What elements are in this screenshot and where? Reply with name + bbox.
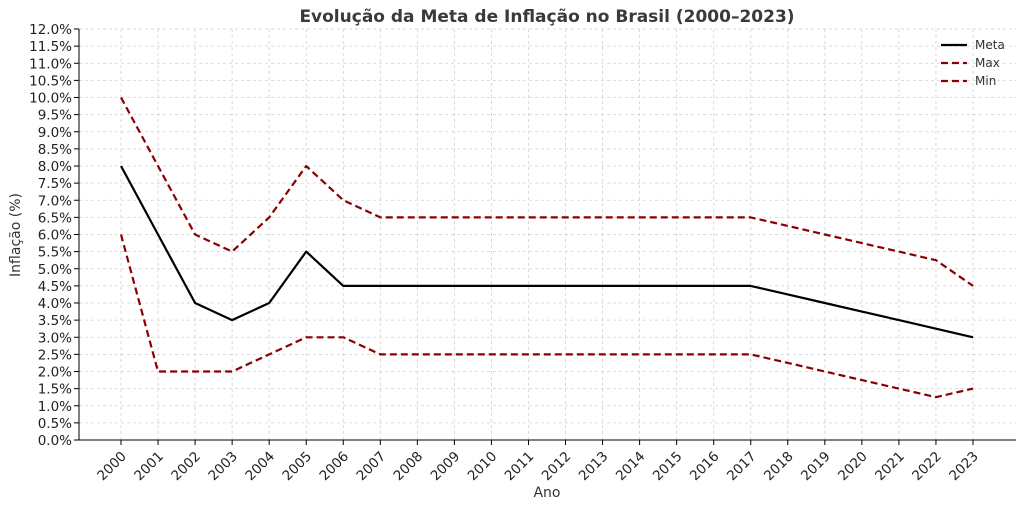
x-tick-label: 2021 bbox=[872, 449, 908, 485]
y-tick-label: 0.0% bbox=[38, 433, 72, 449]
legend-label-meta: Meta bbox=[975, 38, 1005, 52]
x-tick-label: 2001 bbox=[131, 449, 167, 485]
y-tick-label: 3.0% bbox=[38, 330, 72, 346]
y-tick-label: 3.5% bbox=[38, 313, 72, 329]
y-tick-label: 0.5% bbox=[38, 416, 72, 432]
y-tick-label: 6.5% bbox=[38, 210, 72, 226]
x-tick-label: 2017 bbox=[724, 449, 760, 485]
y-tick-label: 1.5% bbox=[38, 382, 72, 398]
x-tick-label: 2016 bbox=[687, 449, 723, 485]
y-tick-label: 2.5% bbox=[38, 347, 72, 363]
y-tick-label: 12.0% bbox=[29, 22, 72, 38]
x-tick-label: 2013 bbox=[576, 449, 612, 485]
x-tick-label: 2012 bbox=[539, 449, 575, 485]
y-tick-label: 10.0% bbox=[29, 91, 72, 107]
legend-label-min: Min bbox=[975, 74, 996, 88]
y-axis-ticks: 0.0%0.5%1.0%1.5%2.0% 2.5%3.0%3.5%4.0%4.5%… bbox=[29, 22, 79, 449]
y-tick-label: 11.5% bbox=[29, 39, 72, 55]
x-tick-label: 2005 bbox=[279, 449, 315, 485]
y-tick-label: 10.5% bbox=[29, 73, 72, 89]
y-tick-label: 7.0% bbox=[38, 193, 72, 209]
y-tick-label: 9.5% bbox=[38, 108, 72, 124]
y-tick-label: 2.0% bbox=[38, 365, 72, 381]
x-tick-label: 2019 bbox=[798, 449, 834, 485]
y-tick-label: 11.0% bbox=[29, 56, 72, 72]
y-tick-label: 5.0% bbox=[38, 262, 72, 278]
y-tick-label: 4.0% bbox=[38, 296, 72, 312]
x-axis-ticks: 2000 2001 2002 2003 2004 2005 2006 2007 2008 2009… bbox=[94, 440, 982, 484]
y-tick-label: 8.5% bbox=[38, 142, 72, 158]
x-tick-label: 2010 bbox=[465, 449, 501, 485]
x-tick-label: 2006 bbox=[316, 449, 352, 485]
legend-label-max: Max bbox=[975, 56, 1000, 70]
y-tick-label: 1.0% bbox=[38, 399, 72, 415]
series-line-meta bbox=[120, 165, 974, 339]
x-tick-label: 2022 bbox=[909, 449, 945, 485]
x-tick-label: 2008 bbox=[391, 449, 427, 485]
series-lines bbox=[119, 96, 974, 399]
x-tick-label: 2023 bbox=[946, 449, 982, 485]
y-tick-label: 4.5% bbox=[38, 279, 72, 295]
y-axis-label: Inflação (%) bbox=[8, 193, 24, 277]
chart-title: Evolução da Meta de Inflação no Brasil (… bbox=[299, 7, 794, 27]
y-tick-label: 7.5% bbox=[38, 176, 72, 192]
x-axis-label: Ano bbox=[533, 485, 560, 501]
x-tick-label: 2020 bbox=[835, 449, 871, 485]
x-tick-label: 2014 bbox=[613, 449, 649, 485]
x-tick-label: 2009 bbox=[428, 449, 464, 485]
x-tick-label: 2018 bbox=[761, 449, 797, 485]
series-line-min bbox=[119, 234, 974, 399]
x-tick-label: 2015 bbox=[650, 449, 686, 485]
legend: Meta Max Min bbox=[941, 38, 1005, 88]
y-tick-label: 9.0% bbox=[38, 125, 72, 141]
y-tick-label: 6.0% bbox=[38, 228, 72, 244]
series-line-max bbox=[120, 96, 974, 287]
x-tick-label: 2004 bbox=[242, 449, 278, 485]
x-tick-label: 2002 bbox=[168, 449, 204, 485]
grid bbox=[79, 28, 1016, 441]
x-tick-label: 2007 bbox=[354, 449, 390, 485]
y-tick-label: 5.5% bbox=[38, 245, 72, 261]
y-tick-label: 8.0% bbox=[38, 159, 72, 175]
x-tick-label: 2003 bbox=[205, 449, 241, 485]
x-tick-label: 2000 bbox=[94, 449, 130, 485]
x-tick-label: 2011 bbox=[502, 449, 538, 485]
